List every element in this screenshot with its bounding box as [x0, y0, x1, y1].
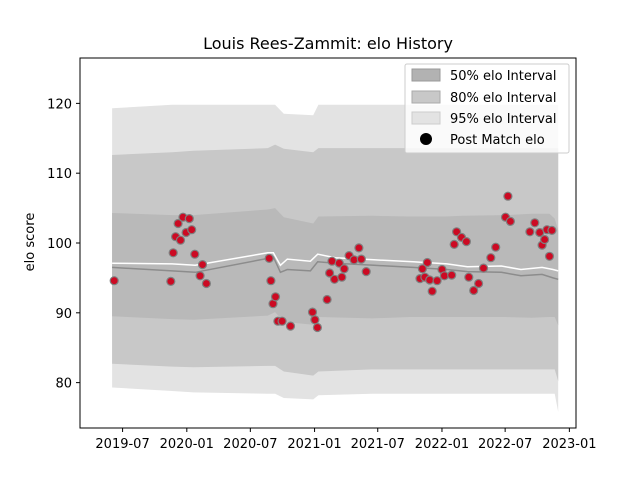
x-tick-label: 2023-01	[542, 437, 596, 452]
post-match-point	[544, 251, 555, 261]
post-match-point	[277, 316, 287, 326]
post-match-point	[187, 225, 197, 235]
post-match-point	[486, 253, 496, 263]
post-match-point	[356, 254, 366, 264]
post-match-point	[539, 234, 550, 245]
post-match-point	[109, 276, 119, 286]
post-match-point	[184, 214, 194, 224]
post-match-point	[478, 263, 489, 273]
post-match-point	[266, 276, 276, 286]
post-match-point	[310, 315, 320, 325]
post-match-point	[427, 286, 437, 296]
legend: 50% elo Interval 80% elo Interval 95% el…	[404, 63, 570, 154]
post-match-point	[432, 276, 442, 286]
post-match-point	[264, 253, 274, 263]
post-match-point	[422, 257, 432, 268]
y-tick-label: 100	[47, 237, 72, 252]
post-match-point	[166, 276, 176, 286]
x-axis: 2019-07 2020-01 2020-07 2021-01 2021-07 2022-…	[95, 428, 597, 452]
y-axis-label: elo score	[23, 213, 38, 272]
y-tick-label: 120	[47, 97, 72, 112]
post-match-point	[270, 292, 281, 302]
post-match-point	[425, 275, 435, 285]
post-match-point	[525, 227, 535, 237]
y-tick-label: 80	[55, 377, 72, 392]
post-match-point	[334, 258, 344, 268]
legend-label-50: 50% elo Interval	[450, 69, 557, 84]
x-tick-label: 2021-07	[351, 437, 405, 452]
post-match-point	[464, 272, 474, 282]
mean-elo-line	[112, 252, 559, 272]
post-match-point	[325, 268, 335, 278]
legend-label-95: 95% elo Interval	[450, 112, 557, 127]
post-match-point	[337, 272, 347, 282]
x-tick-label: 2021-01	[287, 437, 341, 452]
legend-swatch-80	[411, 90, 441, 104]
post-match-point	[173, 218, 183, 229]
y-tick-label: 110	[47, 167, 72, 182]
post-match-point	[168, 248, 178, 258]
post-match-point	[469, 285, 479, 296]
legend-label-post-match: Post Match elo	[450, 133, 545, 148]
post-match-point	[201, 278, 211, 289]
legend-swatch-50	[411, 68, 441, 82]
post-match-point	[195, 271, 205, 281]
post-match-point	[175, 235, 186, 245]
x-tick-label: 2019-07	[95, 437, 149, 452]
x-tick-label: 2020-07	[223, 437, 277, 452]
post-match-point	[190, 249, 200, 259]
legend-swatch-95	[411, 111, 441, 125]
x-tick-label: 2020-01	[160, 437, 214, 452]
legend-marker-post-match	[420, 133, 432, 145]
post-match-point	[503, 191, 513, 201]
y-axis: 80 90 100 110 120	[47, 97, 80, 392]
post-match-point	[312, 322, 322, 333]
post-match-points	[109, 191, 557, 333]
band-50-interval	[112, 208, 559, 326]
post-match-point	[505, 216, 515, 226]
post-match-point	[417, 264, 427, 274]
x-tick-label: 2022-01	[415, 437, 469, 452]
post-match-point	[307, 307, 318, 317]
post-match-point	[361, 267, 371, 277]
post-match-point	[339, 264, 349, 274]
chart-title: Louis Rees-Zammit: elo History	[203, 34, 453, 53]
post-match-point	[547, 225, 557, 235]
legend-box	[404, 63, 570, 154]
post-match-point	[449, 239, 459, 249]
post-match-point	[491, 242, 501, 252]
post-match-point	[354, 243, 364, 253]
post-match-point	[285, 321, 296, 331]
y-tick-label: 90	[55, 307, 72, 322]
x-tick-label: 2022-07	[478, 437, 532, 452]
plot-area	[109, 104, 559, 412]
post-match-point	[322, 294, 332, 305]
post-match-point	[530, 218, 540, 228]
post-match-point	[452, 227, 462, 237]
post-match-point	[474, 278, 484, 289]
post-match-point	[447, 270, 457, 280]
post-match-point	[461, 237, 471, 247]
post-match-point	[197, 260, 208, 270]
legend-label-80: 80% elo Interval	[450, 91, 557, 106]
